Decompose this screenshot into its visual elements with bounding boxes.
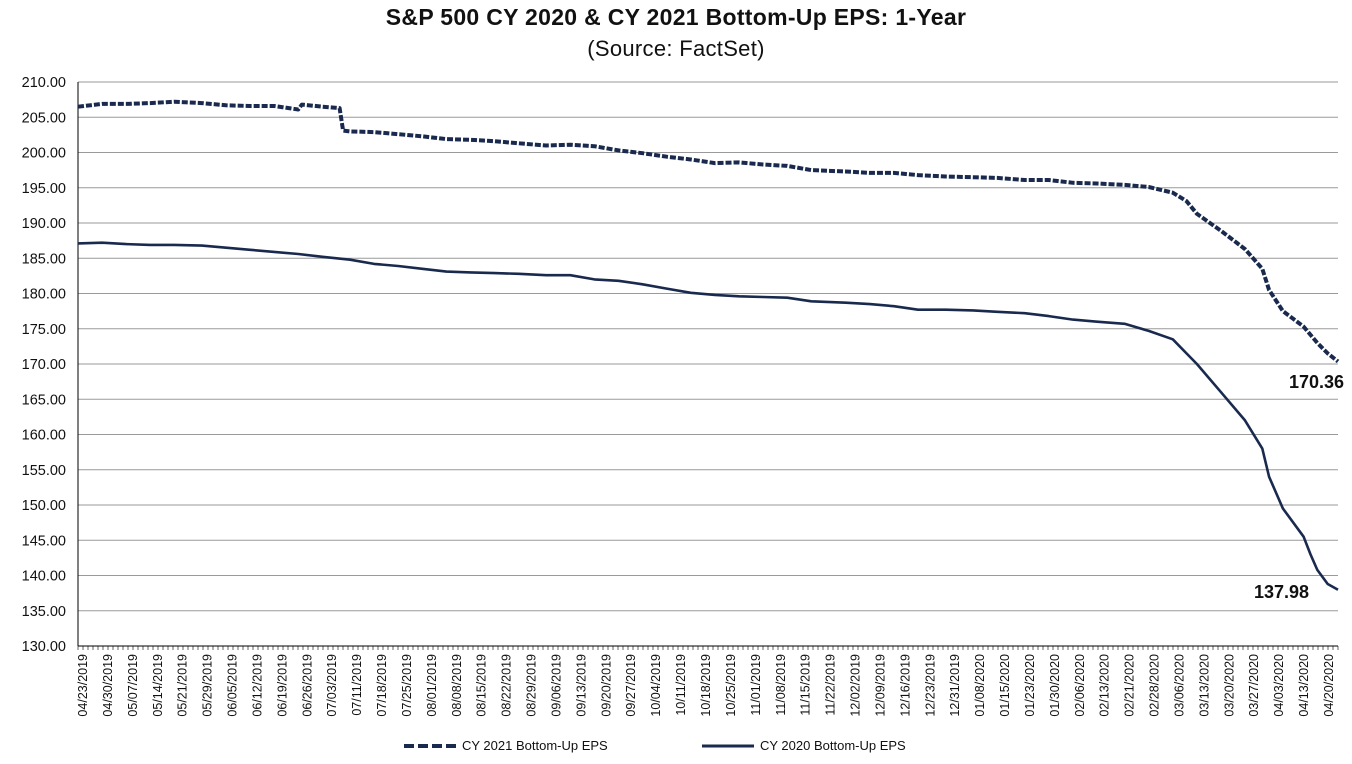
y-tick-label: 165.00 bbox=[22, 392, 66, 408]
y-tick-label: 130.00 bbox=[22, 639, 66, 655]
x-tick-label: 12/16/2019 bbox=[898, 654, 912, 717]
y-tick-label: 195.00 bbox=[22, 181, 66, 197]
series-line-cy2021 bbox=[77, 99, 1340, 364]
y-tick-label: 155.00 bbox=[22, 463, 66, 479]
y-tick-label: 175.00 bbox=[22, 322, 66, 338]
x-tick-label: 09/27/2019 bbox=[624, 654, 638, 717]
legend-swatch-dashed bbox=[404, 743, 456, 748]
legend-item-cy2021: CY 2021 Bottom-Up EPS bbox=[402, 738, 608, 753]
x-tick-label: 01/15/2020 bbox=[998, 654, 1012, 717]
x-tick-label: 03/20/2020 bbox=[1222, 654, 1236, 717]
x-tick-label: 09/20/2019 bbox=[599, 654, 613, 717]
y-tick-label: 180.00 bbox=[22, 287, 66, 303]
x-tick-label: 11/08/2019 bbox=[774, 654, 788, 716]
series-line-cy2020 bbox=[77, 241, 1339, 591]
x-tick-label: 08/22/2019 bbox=[500, 654, 514, 717]
x-tick-label: 04/13/2020 bbox=[1297, 654, 1311, 717]
x-tick-label: 08/01/2019 bbox=[425, 654, 439, 717]
y-tick-label: 190.00 bbox=[22, 216, 66, 232]
y-tick-label: 135.00 bbox=[22, 604, 66, 620]
x-tick-label: 08/29/2019 bbox=[525, 654, 539, 717]
x-tick-label: 10/25/2019 bbox=[724, 654, 738, 717]
x-tick-label: 05/07/2019 bbox=[126, 654, 140, 717]
x-tick-label: 01/30/2020 bbox=[1048, 654, 1062, 717]
x-tick-label: 07/18/2019 bbox=[375, 654, 389, 717]
y-tick-label: 185.00 bbox=[22, 251, 66, 267]
x-tick-label: 12/31/2019 bbox=[948, 654, 962, 717]
x-tick-label: 05/21/2019 bbox=[176, 654, 190, 717]
x-tick-label: 04/30/2019 bbox=[101, 654, 115, 717]
y-tick-label: 170.00 bbox=[22, 357, 66, 373]
legend-item-cy2020: CY 2020 Bottom-Up EPS bbox=[700, 738, 906, 753]
y-tick-label: 150.00 bbox=[22, 498, 66, 514]
x-axis: 04/23/2019 04/30/2019 05/07/2019 05/14/2019… bbox=[76, 646, 1339, 717]
x-tick-label: 02/13/2020 bbox=[1098, 654, 1112, 717]
x-tick-label: 05/29/2019 bbox=[201, 654, 215, 717]
x-tick-label: 02/28/2020 bbox=[1148, 654, 1162, 717]
end-value-label: 170.36 bbox=[1289, 372, 1344, 392]
x-tick-label: 12/23/2019 bbox=[923, 654, 937, 717]
x-tick-label: 11/22/2019 bbox=[824, 654, 838, 716]
y-tick-label: 140.00 bbox=[22, 569, 66, 585]
y-tick-label: 210.00 bbox=[22, 75, 66, 91]
x-tick-label: 06/05/2019 bbox=[226, 654, 240, 717]
x-tick-label: 10/18/2019 bbox=[699, 654, 713, 717]
end-value-label: 137.98 bbox=[1254, 582, 1309, 602]
chart-subtitle: (Source: FactSet) bbox=[587, 36, 765, 61]
x-tick-label: 04/23/2019 bbox=[76, 654, 90, 717]
x-tick-label: 10/11/2019 bbox=[674, 654, 688, 716]
x-tick-label: 06/26/2019 bbox=[300, 654, 314, 717]
x-tick-label: 09/06/2019 bbox=[549, 654, 563, 717]
x-tick-label: 02/21/2020 bbox=[1123, 654, 1137, 717]
x-tick-label: 04/20/2020 bbox=[1322, 654, 1336, 717]
x-tick-label: 07/03/2019 bbox=[325, 654, 339, 717]
legend-label-cy2020: CY 2020 Bottom-Up EPS bbox=[760, 738, 906, 753]
y-tick-label: 145.00 bbox=[22, 533, 66, 549]
x-tick-label: 12/09/2019 bbox=[873, 654, 887, 717]
x-tick-label: 06/19/2019 bbox=[275, 654, 289, 717]
x-tick-label: 03/13/2020 bbox=[1197, 654, 1211, 717]
y-tick-label: 160.00 bbox=[22, 428, 66, 444]
x-tick-label: 05/14/2019 bbox=[151, 654, 165, 717]
x-tick-label: 01/08/2020 bbox=[973, 654, 987, 717]
chart-title: S&P 500 CY 2020 & CY 2021 Bottom-Up EPS:… bbox=[385, 4, 967, 30]
x-tick-label: 04/03/2020 bbox=[1272, 654, 1286, 717]
y-axis: 130.00 135.00 140.00 145.00 150.00 155.00 160.… bbox=[22, 75, 66, 655]
x-tick-label: 01/23/2020 bbox=[1023, 654, 1037, 717]
legend-swatch-solid bbox=[702, 744, 754, 747]
x-tick-label: 12/02/2019 bbox=[849, 654, 863, 717]
y-tick-label: 205.00 bbox=[22, 110, 66, 126]
series-lines bbox=[77, 99, 1340, 591]
x-tick-label: 08/15/2019 bbox=[475, 654, 489, 717]
x-tick-label: 07/25/2019 bbox=[400, 654, 414, 717]
x-tick-label: 02/06/2020 bbox=[1073, 654, 1087, 717]
y-tick-label: 200.00 bbox=[22, 146, 66, 162]
x-tick-label: 11/15/2019 bbox=[799, 654, 813, 716]
x-tick-label: 06/12/2019 bbox=[250, 654, 264, 717]
x-tick-label: 11/01/2019 bbox=[749, 654, 763, 716]
x-tick-label: 10/04/2019 bbox=[649, 654, 663, 717]
x-tick-label: 09/13/2019 bbox=[574, 654, 588, 717]
x-tick-label: 03/27/2020 bbox=[1247, 654, 1261, 717]
x-tick-label: 08/08/2019 bbox=[450, 654, 464, 717]
legend-label-cy2021: CY 2021 Bottom-Up EPS bbox=[462, 738, 608, 753]
x-tick-label: 03/06/2020 bbox=[1172, 654, 1186, 717]
x-tick-label: 07/11/2019 bbox=[350, 654, 364, 716]
end-labels: 170.36 137.98 bbox=[1254, 372, 1344, 602]
gridlines bbox=[77, 81, 1338, 647]
